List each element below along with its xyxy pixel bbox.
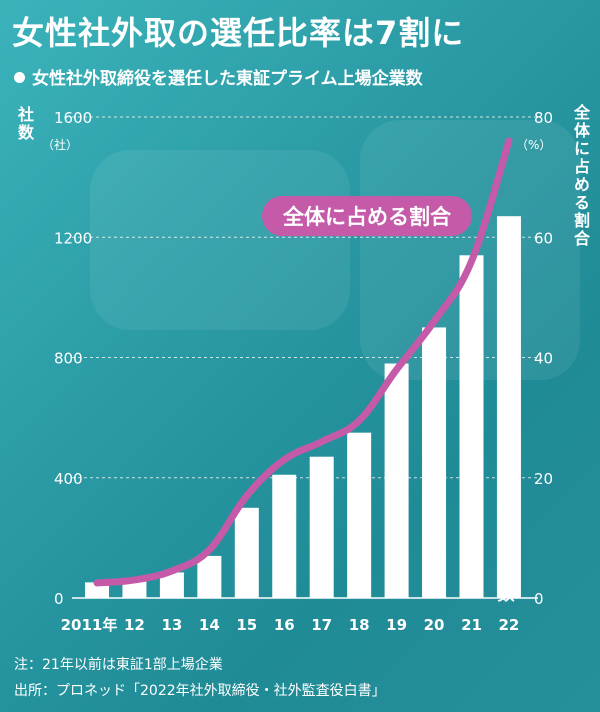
- chart-subtitle-text: 女性社外取締役を選任した東証プライム上場企業数: [32, 69, 423, 89]
- bar-series-label-char: 社: [497, 562, 515, 583]
- right-tick-label: 40: [534, 350, 553, 368]
- x-tick-label: 16: [274, 616, 295, 634]
- bar: [347, 432, 372, 598]
- bar-series-label-char: 数: [498, 584, 516, 605]
- bar: [309, 456, 334, 598]
- bar: [422, 327, 447, 598]
- left-tick-label: 800: [54, 350, 83, 368]
- right-axis-unit: （%）: [516, 138, 552, 152]
- left-tick-label: 0: [54, 590, 64, 608]
- x-tick-label: 22: [499, 616, 520, 634]
- chart-title: 女性社外取の選任比率は7割に: [12, 14, 465, 52]
- x-tick-label: 12: [124, 616, 145, 634]
- bar: [459, 255, 484, 598]
- x-tick-label: 15: [236, 616, 257, 634]
- bar: [197, 555, 222, 598]
- line-series-label: 全体に占める割合: [282, 205, 452, 229]
- right-tick-label: 80: [534, 109, 553, 127]
- right-axis-title: 全体に占める割合: [571, 104, 590, 248]
- bullet-dot-icon: [14, 72, 25, 83]
- x-tick-label: 14: [199, 616, 220, 634]
- x-tick-label: 13: [161, 616, 182, 634]
- x-tick-label: 20: [424, 616, 445, 634]
- line-label-pill: [262, 196, 472, 236]
- left-tick-label: 400: [54, 470, 83, 488]
- bar: [272, 474, 297, 598]
- left-tick-label: 1600: [54, 109, 92, 127]
- series-line-ratio: [93, 137, 513, 587]
- chart-subtitle: 女性社外取締役を選任した東証プライム上場企業数: [14, 64, 423, 89]
- right-tick-label: 20: [534, 470, 553, 488]
- x-tick-label: 19: [386, 616, 407, 634]
- x-tick-label: 17: [311, 616, 332, 634]
- background-photo-shape: [90, 150, 350, 330]
- x-tick-label: 2011年: [61, 616, 118, 634]
- bar: [496, 216, 521, 599]
- x-tick-label: 21: [461, 616, 482, 634]
- bar: [384, 363, 409, 598]
- left-tick-label: 1200: [54, 229, 92, 247]
- left-axis-unit: （社）: [42, 138, 79, 152]
- chart-note: 注：21年以前は東証1部上場企業: [14, 657, 223, 673]
- bar: [122, 579, 147, 598]
- right-tick-label: 0: [534, 590, 544, 608]
- chart-source: 出所：プロネッド「2022年社外取締役・社外監査役白書」: [14, 683, 386, 699]
- right-tick-label: 60: [534, 229, 553, 247]
- left-axis-title: 社数: [15, 106, 34, 142]
- bar: [85, 582, 109, 598]
- x-tick-label: 18: [349, 616, 370, 634]
- bar: [234, 507, 259, 598]
